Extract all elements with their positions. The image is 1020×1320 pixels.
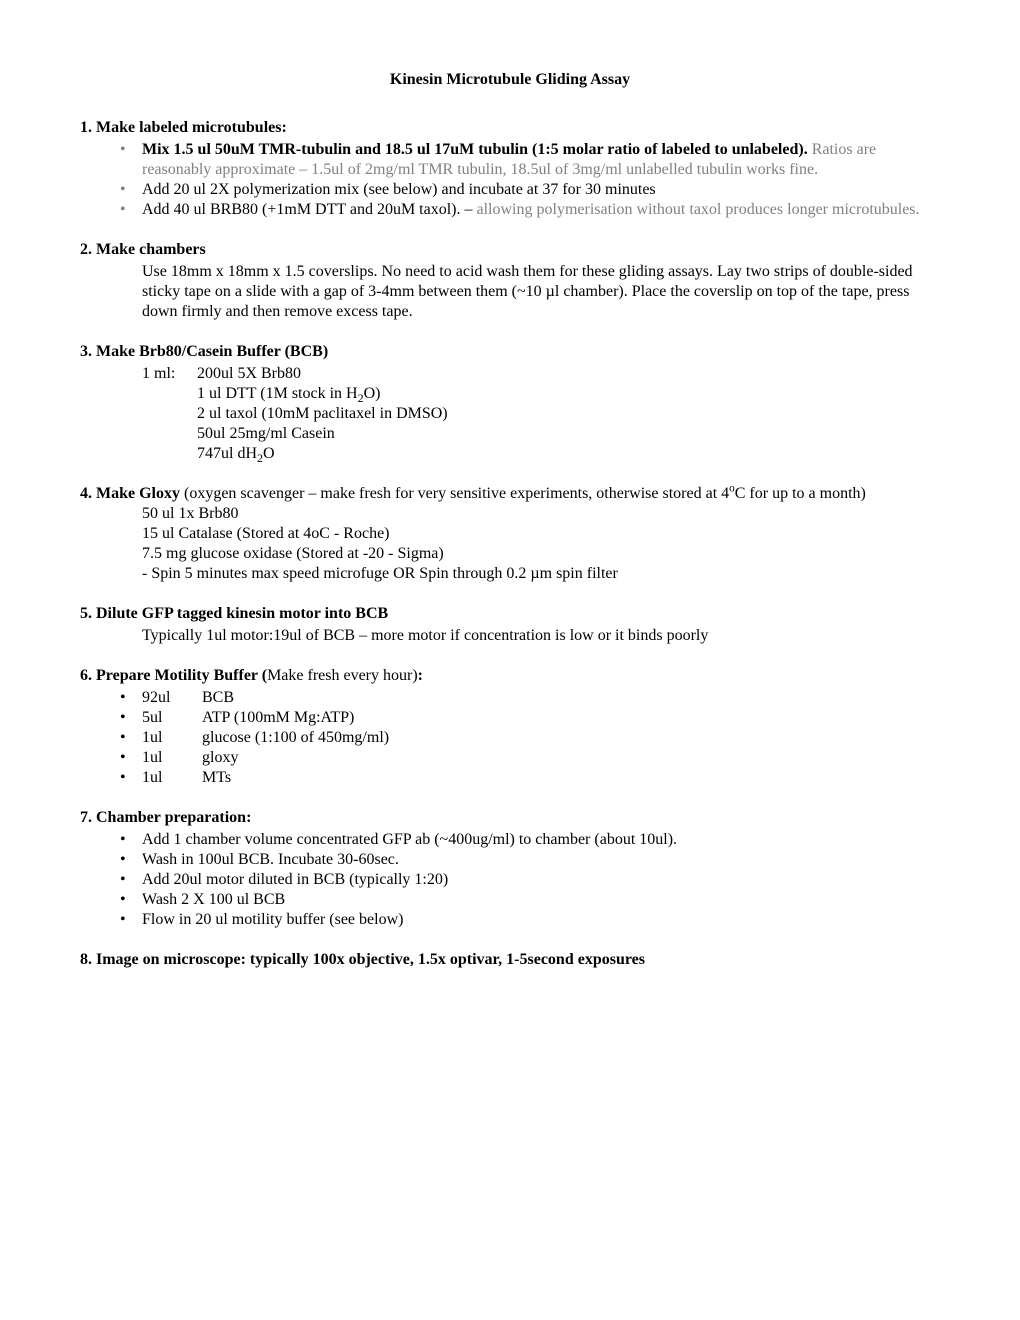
list-item: Wash 2 X 100 ul BCB	[142, 890, 940, 910]
recipe-line: 200ul 5X Brb80	[197, 364, 301, 384]
text: Add 40 ul BRB80 (+1mM DTT and 20uM taxol…	[142, 201, 477, 218]
section-4-body: 50 ul 1x Brb80 15 ul Catalase (Stored at…	[80, 504, 940, 584]
section-5-head: 5. Dilute GFP tagged kinesin motor into …	[80, 604, 940, 624]
document-title: Kinesin Microtubule Gliding Assay	[80, 70, 940, 90]
section-1-head: 1. Make labeled microtubules:	[80, 118, 940, 138]
text: Make fresh every hour)	[267, 667, 418, 684]
text: 4. Make Gloxy	[80, 485, 180, 502]
list-item: Wash in 100ul BCB. Incubate 30-60sec.	[142, 850, 940, 870]
recipe-line: 747ul dH2O	[197, 444, 275, 464]
list-item: 92ulBCB	[142, 688, 940, 708]
section-8-head: 8. Image on microscope: typically 100x o…	[80, 950, 940, 970]
list-item: Flow in 20 ul motility buffer (see below…	[142, 910, 940, 930]
section-3-body: 1 ml: 200ul 5X Brb80 1 ul DTT (1M stock …	[80, 364, 940, 464]
list-item: Add 20 ul 2X polymerization mix (see bel…	[142, 180, 940, 200]
list-item: 1ulMTs	[142, 768, 940, 788]
section-4-head: 4. Make Gloxy (oxygen scavenger – make f…	[80, 484, 940, 504]
recipe-line: 50 ul 1x Brb80	[142, 504, 940, 524]
text: Mix 1.5 ul 50uM TMR-tubulin and 18.5 ul …	[142, 141, 808, 158]
recipe-line: 50ul 25mg/ml Casein	[197, 424, 335, 444]
text: (oxygen scavenger – make fresh for very …	[180, 485, 729, 502]
list-item: Add 20ul motor diluted in BCB (typically…	[142, 870, 940, 890]
recipe-line: - Spin 5 minutes max speed microfuge OR …	[142, 564, 940, 584]
section-7-bullets: Add 1 chamber volume concentrated GFP ab…	[80, 830, 940, 930]
recipe-line: 15 ul Catalase (Stored at 4oC - Roche)	[142, 524, 940, 544]
section-1-bullets: Mix 1.5 ul 50uM TMR-tubulin and 18.5 ul …	[80, 140, 940, 220]
list-item: Add 40 ul BRB80 (+1mM DTT and 20uM taxol…	[142, 200, 940, 220]
text: 6. Prepare Motility Buffer (	[80, 667, 267, 684]
list-item: Add 1 chamber volume concentrated GFP ab…	[142, 830, 940, 850]
list-item: 1ulgloxy	[142, 748, 940, 768]
section-2-head: 2. Make chambers	[80, 240, 940, 260]
recipe-line: 1 ul DTT (1M stock in H2O)	[197, 384, 380, 404]
lead-label: 1 ml:	[142, 364, 197, 384]
section-3-head: 3. Make Brb80/Casein Buffer (BCB)	[80, 342, 940, 362]
section-6-head: 6. Prepare Motility Buffer (Make fresh e…	[80, 666, 940, 686]
section-2-body: Use 18mm x 18mm x 1.5 coverslips. No nee…	[80, 262, 940, 322]
text: C for up to a month)	[735, 485, 866, 502]
list-item: Mix 1.5 ul 50uM TMR-tubulin and 18.5 ul …	[142, 140, 940, 180]
recipe-line: 2 ul taxol (10mM paclitaxel in DMSO)	[197, 404, 448, 424]
text-note: allowing polymerisation without taxol pr…	[477, 201, 920, 218]
text: :	[418, 667, 423, 684]
list-item: 1ulglucose (1:100 of 450mg/ml)	[142, 728, 940, 748]
section-5-body: Typically 1ul motor:19ul of BCB – more m…	[80, 626, 940, 646]
recipe-line: 7.5 mg glucose oxidase (Stored at -20 - …	[142, 544, 940, 564]
list-item: 5ulATP (100mM Mg:ATP)	[142, 708, 940, 728]
section-7-head: 7. Chamber preparation:	[80, 808, 940, 828]
section-6-bullets: 92ulBCB 5ulATP (100mM Mg:ATP) 1ulglucose…	[80, 688, 940, 788]
